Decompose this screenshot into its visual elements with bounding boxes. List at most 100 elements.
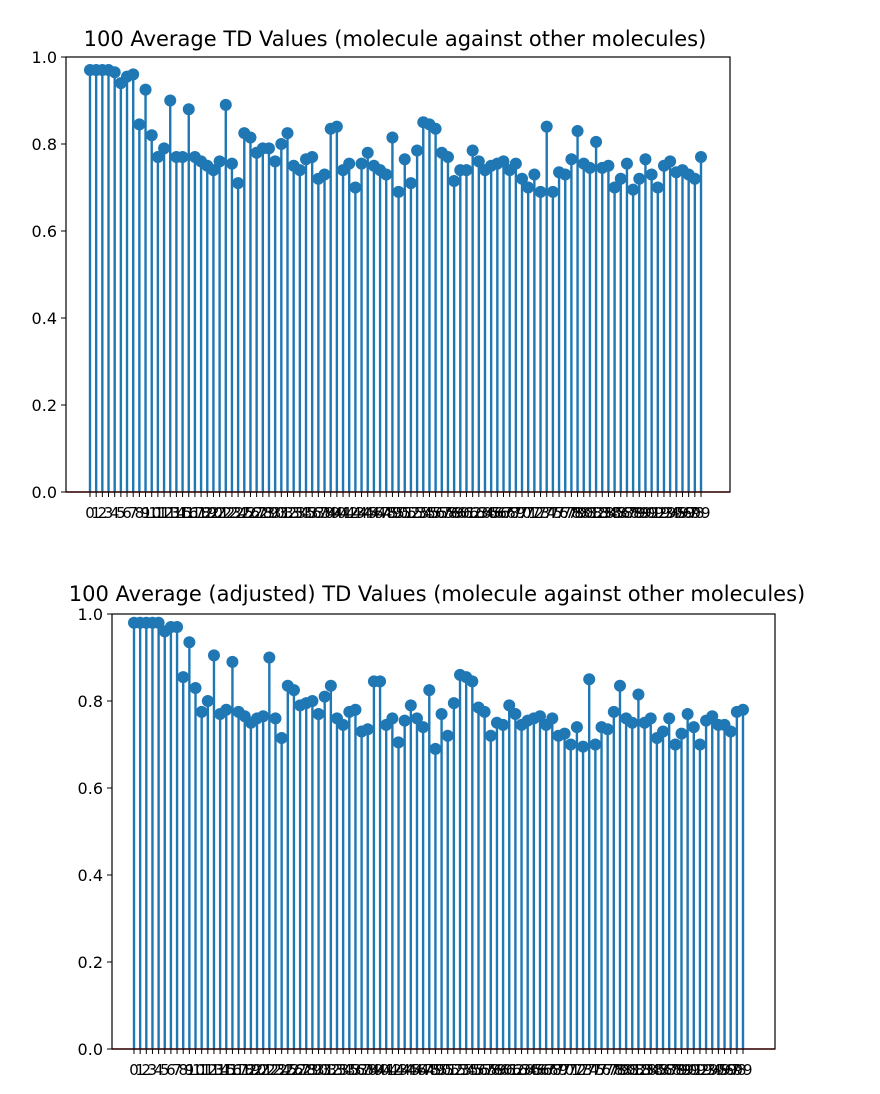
x-tick-label: 80 bbox=[574, 504, 593, 522]
stem-marker bbox=[312, 708, 325, 721]
x-tick-label: 25 bbox=[235, 504, 254, 522]
x-tick-label: 33 bbox=[327, 1061, 346, 1079]
stem-marker bbox=[392, 185, 405, 198]
x-tick-label: 72 bbox=[525, 504, 544, 522]
stem-marker bbox=[361, 723, 374, 736]
x-tick-label: 77 bbox=[556, 504, 575, 522]
x-tick-label: 96 bbox=[673, 504, 692, 522]
stem-marker bbox=[626, 716, 639, 729]
x-tick-label: 24 bbox=[272, 1061, 291, 1079]
x-tick-label: 23 bbox=[222, 504, 241, 522]
stem-marker bbox=[602, 159, 615, 172]
stem-marker bbox=[695, 151, 707, 164]
y-tick-label: 0.0 bbox=[32, 483, 57, 502]
x-tick-label: 47 bbox=[414, 1061, 433, 1079]
x-tick-label: 80 bbox=[617, 1061, 636, 1079]
y-tick-label: 0.2 bbox=[32, 396, 57, 415]
x-tick-label: 58 bbox=[481, 1061, 500, 1079]
stem-marker bbox=[687, 721, 700, 734]
x-tick-label: 29 bbox=[303, 1061, 322, 1079]
x-tick-label: 42 bbox=[383, 1061, 402, 1079]
stem-marker bbox=[688, 172, 701, 185]
x-tick-label: 58 bbox=[438, 504, 457, 522]
stem-marker bbox=[417, 721, 430, 734]
stem-marker bbox=[441, 729, 454, 742]
x-tick-label: 32 bbox=[321, 1061, 340, 1079]
chart-average-td-values: 100 Average TD Values (molecule against … bbox=[32, 27, 731, 522]
stem-marker bbox=[330, 120, 343, 133]
stem-marker bbox=[565, 153, 578, 166]
x-tick-label: 64 bbox=[475, 504, 494, 522]
stem-marker bbox=[627, 183, 640, 196]
stem-marker bbox=[225, 157, 238, 170]
stem-marker bbox=[614, 172, 627, 185]
stem-marker bbox=[613, 679, 626, 692]
x-tick-label: 59 bbox=[487, 1061, 506, 1079]
stem-marker bbox=[503, 699, 516, 712]
stem-marker bbox=[411, 144, 424, 157]
x-tick-label: 35 bbox=[296, 504, 315, 522]
stem-marker bbox=[380, 168, 393, 181]
stem-marker bbox=[269, 155, 282, 168]
stem-marker bbox=[639, 153, 652, 166]
stem-marker bbox=[657, 725, 670, 738]
x-tick-label: 70 bbox=[512, 504, 531, 522]
x-tick-label: 79 bbox=[568, 504, 587, 522]
x-tick-label: 68 bbox=[500, 504, 519, 522]
x-tick-label: 35 bbox=[340, 1061, 359, 1079]
stem-marker bbox=[158, 142, 171, 155]
x-tick-label: 46 bbox=[407, 1061, 426, 1079]
stem-marker bbox=[262, 142, 275, 155]
x-tick-label: 31 bbox=[315, 1061, 334, 1079]
x-tick-label: 78 bbox=[604, 1061, 623, 1079]
x-tick-label: 27 bbox=[291, 1061, 310, 1079]
stem-marker bbox=[423, 684, 436, 697]
x-tick-label: 97 bbox=[721, 1061, 740, 1079]
x-tick-label: 43 bbox=[346, 504, 365, 522]
stem-marker bbox=[645, 168, 658, 181]
stem-marker bbox=[183, 636, 196, 649]
x-tick-label: 54 bbox=[457, 1061, 476, 1079]
x-tick-label: 32 bbox=[278, 504, 297, 522]
stem-marker bbox=[632, 688, 645, 701]
x-tick-label: 12 bbox=[198, 1061, 217, 1079]
x-tick-label: 37 bbox=[352, 1061, 371, 1079]
x-tick-label: 53 bbox=[408, 504, 427, 522]
stem-marker bbox=[484, 729, 497, 742]
stem-marker bbox=[392, 736, 405, 749]
x-tick-label: 92 bbox=[690, 1061, 709, 1079]
x-tick-label: 39 bbox=[364, 1061, 383, 1079]
stem-marker bbox=[207, 649, 220, 662]
x-tick-label: 22 bbox=[260, 1061, 279, 1079]
x-tick-label: 45 bbox=[401, 1061, 420, 1079]
x-tick-label: 97 bbox=[679, 504, 698, 522]
x-tick-label: 16 bbox=[179, 504, 198, 522]
x-tick-label: 84 bbox=[599, 504, 618, 522]
x-tick-label: 94 bbox=[703, 1061, 722, 1079]
x-tick-label: 71 bbox=[519, 504, 538, 522]
x-tick-label: 50 bbox=[432, 1061, 451, 1079]
stem-marker bbox=[139, 83, 152, 96]
x-tick-label: 34 bbox=[334, 1061, 353, 1079]
x-tick-label: 30 bbox=[266, 504, 285, 522]
stem-marker bbox=[324, 679, 337, 692]
stem-marker bbox=[318, 690, 331, 703]
stem-marker bbox=[151, 151, 164, 164]
x-tick-label: 4 bbox=[110, 504, 120, 522]
x-tick-label: 50 bbox=[389, 504, 408, 522]
stem-marker bbox=[171, 621, 184, 634]
stem-marker bbox=[429, 122, 442, 135]
x-tick-label: 93 bbox=[697, 1061, 716, 1079]
x-tick-label: 85 bbox=[605, 504, 624, 522]
x-tick-label: 8 bbox=[135, 504, 145, 522]
stem-marker bbox=[386, 131, 399, 144]
stem-marker bbox=[472, 155, 485, 168]
stem-marker bbox=[590, 135, 603, 148]
x-tick-label: 21 bbox=[254, 1061, 273, 1079]
x-tick-label: 74 bbox=[580, 1061, 599, 1079]
x-tick-label: 44 bbox=[352, 504, 371, 522]
x-tick-label: 68 bbox=[543, 1061, 562, 1079]
x-tick-label: 60 bbox=[494, 1061, 513, 1079]
y-tick-label: 0.8 bbox=[78, 692, 103, 711]
x-tick-label: 9 bbox=[141, 504, 151, 522]
